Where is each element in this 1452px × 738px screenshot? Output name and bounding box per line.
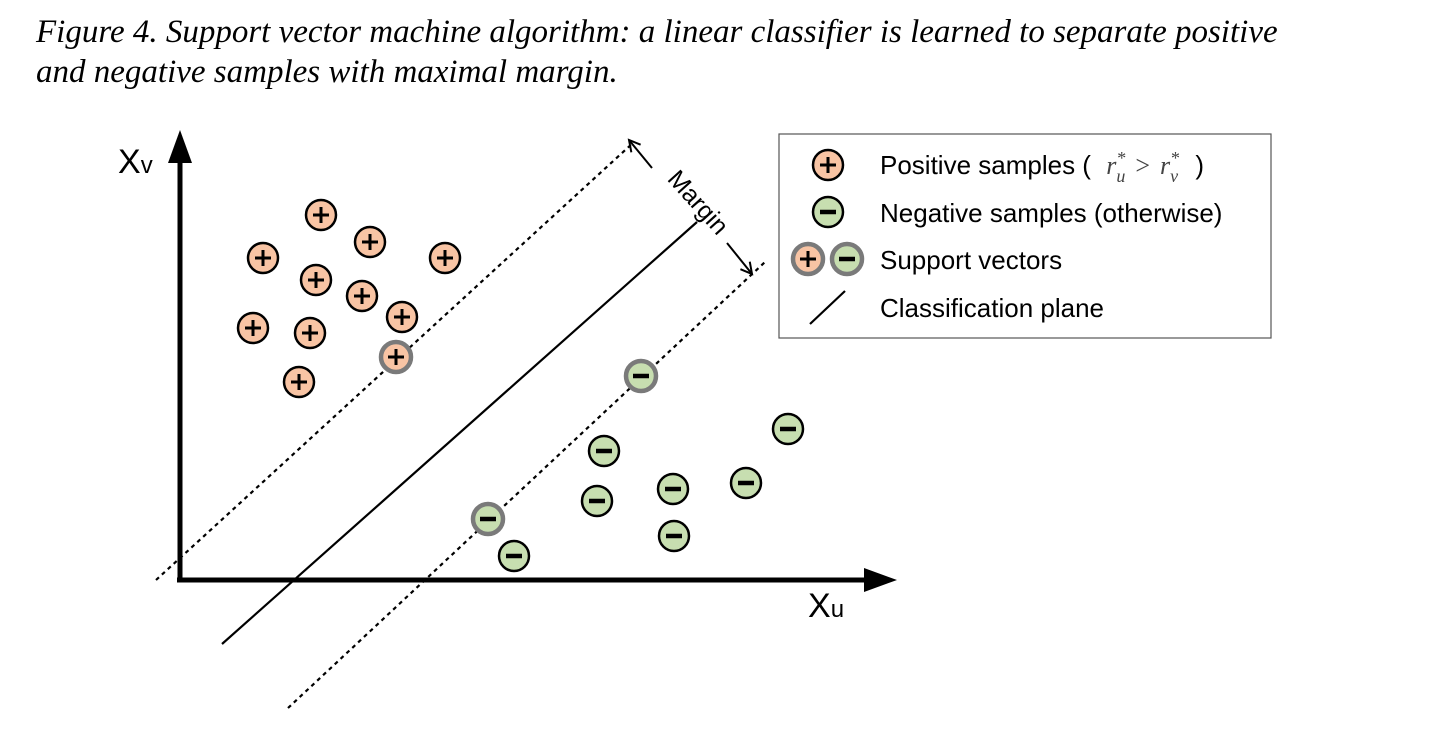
positive-sample-icon	[282, 365, 316, 399]
math-sub2: v	[1170, 166, 1178, 186]
legend-positive-prefix: Positive samples (	[880, 150, 1091, 180]
math-star2: *	[1170, 148, 1179, 168]
samples-group	[236, 198, 805, 573]
positive-sample-icon	[385, 300, 419, 334]
math-sub1: u	[1116, 166, 1125, 186]
positive-sample-icon	[293, 316, 327, 350]
y-axis-arrowhead	[168, 130, 192, 163]
y-axis-label-main: X	[118, 143, 141, 181]
positive-sample-icon	[236, 311, 270, 345]
positive-sample-icon	[353, 225, 387, 259]
legend-negative-text: Negative samples (otherwise)	[880, 198, 1222, 228]
y-axis-label-sub: v	[141, 152, 153, 179]
negative-sample-icon	[587, 434, 621, 468]
classification-plane	[221, 221, 698, 645]
figure-caption: Figure 4. Support vector machine algorit…	[36, 12, 1436, 92]
legend-support-text: Support vectors	[880, 245, 1062, 275]
x-axis-label-main: X	[808, 587, 831, 625]
math-star1: *	[1116, 148, 1125, 168]
legend-positive-suffix: )	[1195, 150, 1204, 180]
legend-negative-icon	[811, 195, 845, 229]
lower-margin-line	[287, 261, 766, 709]
math-r2: r	[1160, 151, 1171, 180]
negative-support-vector-icon	[470, 501, 506, 537]
negative-sample-icon	[656, 472, 690, 506]
y-axis-label: Xv	[118, 143, 153, 181]
margin-label: Margin	[662, 165, 734, 241]
negative-sample-icon	[580, 484, 614, 518]
legend-plane-icon	[809, 290, 846, 325]
x-axis-label: Xu	[808, 587, 844, 625]
legend-positive-text: Positive samples ( r* u > r* v )	[880, 148, 1204, 188]
positive-sample-icon	[345, 279, 379, 313]
positive-sample-icon	[304, 198, 338, 232]
caption-line-2: and negative samples with maximal margin…	[36, 54, 618, 90]
math-op: >	[1135, 151, 1150, 180]
negative-sample-icon	[729, 466, 763, 500]
positive-sample-icon	[428, 241, 462, 275]
x-axis-label-sub: u	[831, 596, 844, 623]
legend-plane-text: Classification plane	[880, 293, 1104, 323]
x-axis-arrowhead	[864, 568, 897, 592]
positive-support-vector-icon	[378, 339, 414, 375]
negative-sample-icon	[657, 519, 691, 553]
negative-sample-icon	[771, 412, 805, 446]
positive-sample-icon	[299, 263, 333, 297]
legend-positive-icon	[811, 148, 845, 182]
negative-sample-icon	[497, 539, 531, 573]
legend-positive-math: r* u > r* v	[1106, 148, 1179, 186]
margin-arrow-lower	[726, 242, 752, 274]
negative-support-vector-icon	[623, 358, 659, 394]
legend-support-positive-icon	[790, 241, 826, 277]
margin-arrow-upper	[629, 140, 653, 169]
positive-sample-icon	[246, 241, 280, 275]
legend-icons	[790, 148, 865, 277]
legend: Positive samples ( r* u > r* v ) Negative sa…	[778, 133, 1272, 339]
math-r1: r	[1106, 151, 1117, 180]
caption-line-1: Figure 4. Support vector machine algorit…	[36, 14, 1278, 50]
legend-support-negative-icon	[829, 241, 865, 277]
legend-box	[778, 133, 1272, 339]
